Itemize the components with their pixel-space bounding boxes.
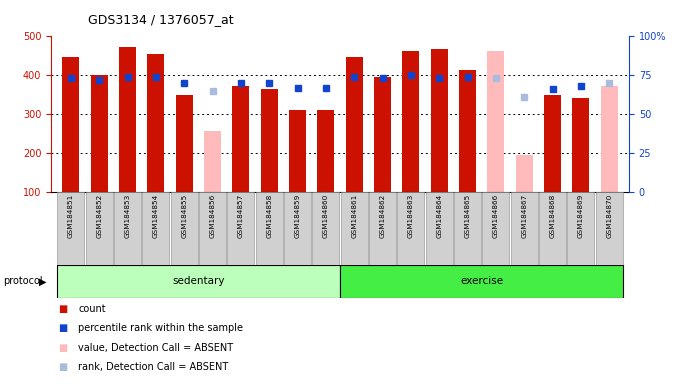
Text: sedentary: sedentary [172,276,224,286]
Bar [341,192,368,265]
Bar [289,109,306,192]
Text: exercise: exercise [460,276,503,286]
Bar [511,192,538,265]
Text: GSM184867: GSM184867 [521,194,527,238]
Bar [256,192,283,265]
Bar [86,192,113,265]
Bar [459,70,476,192]
Bar [515,155,532,192]
Bar [312,192,339,265]
Text: GSM184868: GSM184868 [549,194,556,238]
Bar [539,192,566,265]
Bar [374,77,391,192]
Text: rank, Detection Call = ABSENT: rank, Detection Call = ABSENT [78,362,228,372]
Bar [482,192,509,265]
Text: GSM184869: GSM184869 [578,194,584,238]
Bar [544,95,561,192]
Text: count: count [78,304,106,314]
Text: GSM184863: GSM184863 [408,194,414,238]
Bar [204,131,221,192]
Text: GSM184852: GSM184852 [96,194,102,238]
Bar [426,192,453,265]
Bar [175,95,192,192]
Bar [397,192,424,265]
Bar [171,192,198,265]
Text: protocol: protocol [3,276,43,286]
Text: GSM184854: GSM184854 [153,194,159,238]
Bar [345,57,362,192]
Text: GSM184870: GSM184870 [606,194,612,238]
Bar [199,192,226,265]
Text: ■: ■ [58,323,67,333]
Text: GSM184864: GSM184864 [436,194,442,238]
Bar [260,89,277,192]
Text: percentile rank within the sample: percentile rank within the sample [78,323,243,333]
Bar [233,86,250,192]
Bar [284,192,311,265]
Text: ■: ■ [58,343,67,353]
Bar [318,110,335,192]
Text: GSM184857: GSM184857 [238,194,244,238]
Bar [340,265,624,298]
Bar [454,192,481,265]
Text: ■: ■ [58,362,67,372]
Text: GSM184866: GSM184866 [493,194,499,238]
Text: GSM184861: GSM184861 [351,194,357,238]
Bar [596,192,623,265]
Bar [369,192,396,265]
Text: ▶: ▶ [39,276,47,286]
Text: GSM184858: GSM184858 [266,194,272,238]
Bar [119,47,136,192]
Bar [142,192,169,265]
Bar [430,49,447,192]
Bar [573,98,590,192]
Text: GSM184859: GSM184859 [294,194,301,238]
Text: GSM184856: GSM184856 [209,194,216,238]
Bar [148,54,165,192]
Bar [63,57,80,192]
Text: GSM184851: GSM184851 [68,194,74,238]
Bar [567,192,594,265]
Bar [114,192,141,265]
Text: GSM184860: GSM184860 [323,194,329,238]
Bar [90,74,107,192]
Text: value, Detection Call = ABSENT: value, Detection Call = ABSENT [78,343,233,353]
Text: GSM184865: GSM184865 [464,194,471,238]
Text: GSM184862: GSM184862 [379,194,386,238]
Bar [600,86,617,192]
Bar [488,51,505,192]
Text: GSM184855: GSM184855 [181,194,187,238]
Bar [57,192,84,265]
Text: GSM184853: GSM184853 [124,194,131,238]
Bar [227,192,254,265]
Bar [403,51,420,192]
Bar [56,265,340,298]
Text: GDS3134 / 1376057_at: GDS3134 / 1376057_at [88,13,234,26]
Text: ■: ■ [58,304,67,314]
